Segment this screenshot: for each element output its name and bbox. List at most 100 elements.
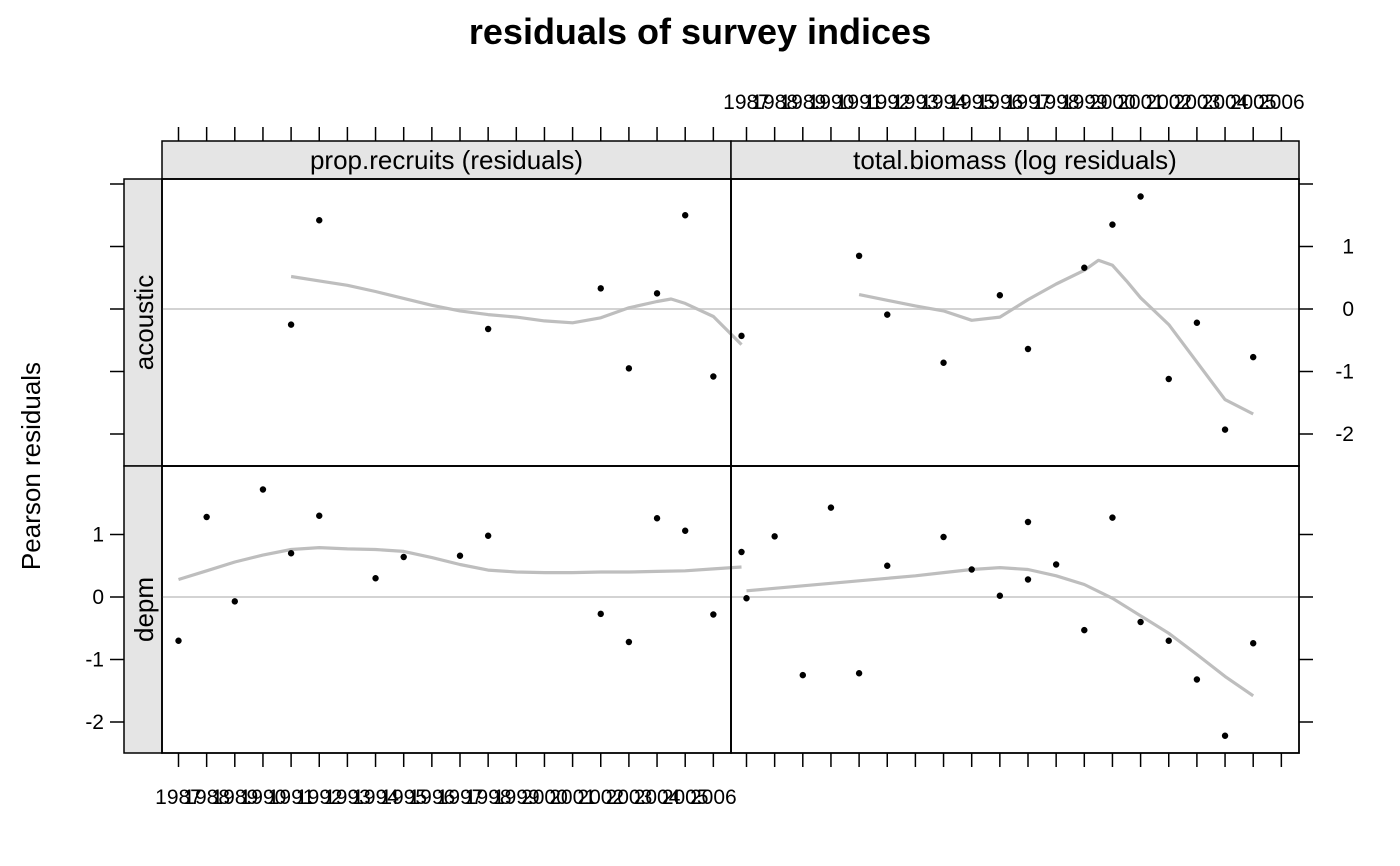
x-tick-label: 1999 xyxy=(1061,91,1108,114)
y-tick-label: 0 xyxy=(92,586,104,609)
x-tick-label: 1992 xyxy=(296,786,343,809)
x-tick-label: 1994 xyxy=(920,91,967,114)
data-point xyxy=(827,504,835,511)
x-tick-label: 1991 xyxy=(836,91,883,114)
data-point xyxy=(1024,518,1032,526)
x-tick-label: 1992 xyxy=(864,91,911,114)
data-point xyxy=(175,637,182,644)
data-point xyxy=(996,592,1004,599)
data-point xyxy=(625,365,633,372)
x-tick-label: 2001 xyxy=(1117,91,1164,114)
data-point xyxy=(855,670,863,677)
y-tick-label: -1 xyxy=(1335,361,1354,384)
data-point xyxy=(1221,732,1229,739)
x-tick-label: 1987 xyxy=(723,91,770,114)
data-point xyxy=(597,285,604,292)
x-tick-label: 2001 xyxy=(549,786,596,809)
x-tick-label: 1998 xyxy=(1033,91,1080,114)
data-point xyxy=(484,325,492,333)
data-point xyxy=(316,217,323,224)
x-tick-label: 1995 xyxy=(948,91,995,114)
row-strip-label: depm xyxy=(129,577,159,642)
data-point xyxy=(738,548,745,556)
panel-grid: prop.recruits (residuals) total.biomass (… xyxy=(85,91,1354,809)
x-tick-label: 1997 xyxy=(437,786,484,809)
x-tick-label: 1997 xyxy=(1005,91,1052,114)
data-point xyxy=(1024,576,1032,583)
data-point xyxy=(1081,264,1088,271)
x-tick-label: 1990 xyxy=(240,786,287,809)
x-tick-label: 1994 xyxy=(352,786,399,809)
data-point xyxy=(682,212,689,219)
smooth-curve xyxy=(858,258,1254,416)
data-point xyxy=(738,332,745,340)
column-strip xyxy=(730,140,1300,180)
x-tick-label: 1996 xyxy=(976,91,1023,114)
row-strip-label: acoustic xyxy=(129,275,159,370)
data-point xyxy=(625,638,633,646)
chart-title: residuals of survey indices xyxy=(469,11,931,52)
x-tick-label: 1989 xyxy=(779,91,826,114)
y-tick-label: -2 xyxy=(85,711,104,734)
data-point xyxy=(484,532,492,539)
data-point xyxy=(799,671,806,679)
y-axis-label: Pearson residuals xyxy=(16,362,46,570)
x-tick-label: 2005 xyxy=(1230,91,1277,114)
data-point xyxy=(1081,626,1088,634)
data-point xyxy=(287,550,295,557)
data-point xyxy=(884,311,891,318)
data-point xyxy=(1052,561,1060,568)
x-tick-label: 1988 xyxy=(183,786,230,809)
data-point xyxy=(653,290,661,297)
data-point xyxy=(259,486,267,493)
data-point xyxy=(1137,193,1144,200)
data-point xyxy=(996,292,1004,299)
data-point xyxy=(456,552,464,559)
data-point xyxy=(372,575,379,582)
x-tick-label: 1995 xyxy=(380,786,427,809)
x-tick-label: 2000 xyxy=(1089,91,1136,114)
data-point xyxy=(1109,514,1116,521)
data-point xyxy=(1250,353,1257,361)
data-point xyxy=(710,611,717,618)
data-point xyxy=(1165,637,1172,644)
y-tick-label: 0 xyxy=(1342,298,1354,321)
x-tick-label: 2004 xyxy=(1202,91,1249,114)
y-tick-label: -1 xyxy=(85,649,104,672)
x-tick-label: 2006 xyxy=(690,786,737,809)
data-point xyxy=(940,533,947,541)
x-tick-label: 1987 xyxy=(155,786,202,809)
data-point xyxy=(1193,676,1201,683)
y-tick-label: 1 xyxy=(1342,236,1354,259)
data-point xyxy=(597,610,604,618)
data-point xyxy=(940,359,947,366)
column-strip-label: total.biomass (log residuals) xyxy=(853,145,1177,175)
x-tick-label: 2002 xyxy=(577,786,624,809)
x-tick-label: 1996 xyxy=(408,786,455,809)
data-point xyxy=(1250,640,1257,647)
data-point xyxy=(1137,618,1144,626)
data-point xyxy=(231,598,238,605)
data-point xyxy=(653,515,661,522)
data-point xyxy=(968,566,975,573)
x-tick-label: 2003 xyxy=(606,786,653,809)
data-point xyxy=(400,553,407,561)
data-point xyxy=(743,595,750,602)
data-point xyxy=(203,513,210,521)
data-point xyxy=(855,252,863,260)
panel-border xyxy=(161,178,732,467)
column-strip xyxy=(161,140,732,180)
x-tick-label: 2005 xyxy=(662,786,709,809)
data-point xyxy=(287,321,295,328)
data-point xyxy=(884,562,891,569)
data-point xyxy=(1193,319,1201,326)
column-strip-label: prop.recruits (residuals) xyxy=(310,145,583,175)
data-point xyxy=(1165,375,1172,383)
data-point xyxy=(1221,426,1229,433)
x-tick-label: 2006 xyxy=(1258,91,1305,114)
y-tick-label: -2 xyxy=(1335,423,1354,446)
smooth-curve xyxy=(746,566,1255,698)
x-tick-label: 1991 xyxy=(268,786,315,809)
x-tick-label: 1998 xyxy=(465,786,512,809)
